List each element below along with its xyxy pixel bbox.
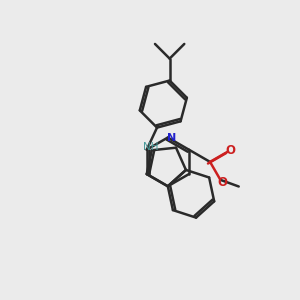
- Text: N: N: [167, 133, 177, 142]
- Text: NH: NH: [142, 142, 158, 152]
- Text: O: O: [225, 143, 235, 157]
- Text: O: O: [217, 176, 227, 189]
